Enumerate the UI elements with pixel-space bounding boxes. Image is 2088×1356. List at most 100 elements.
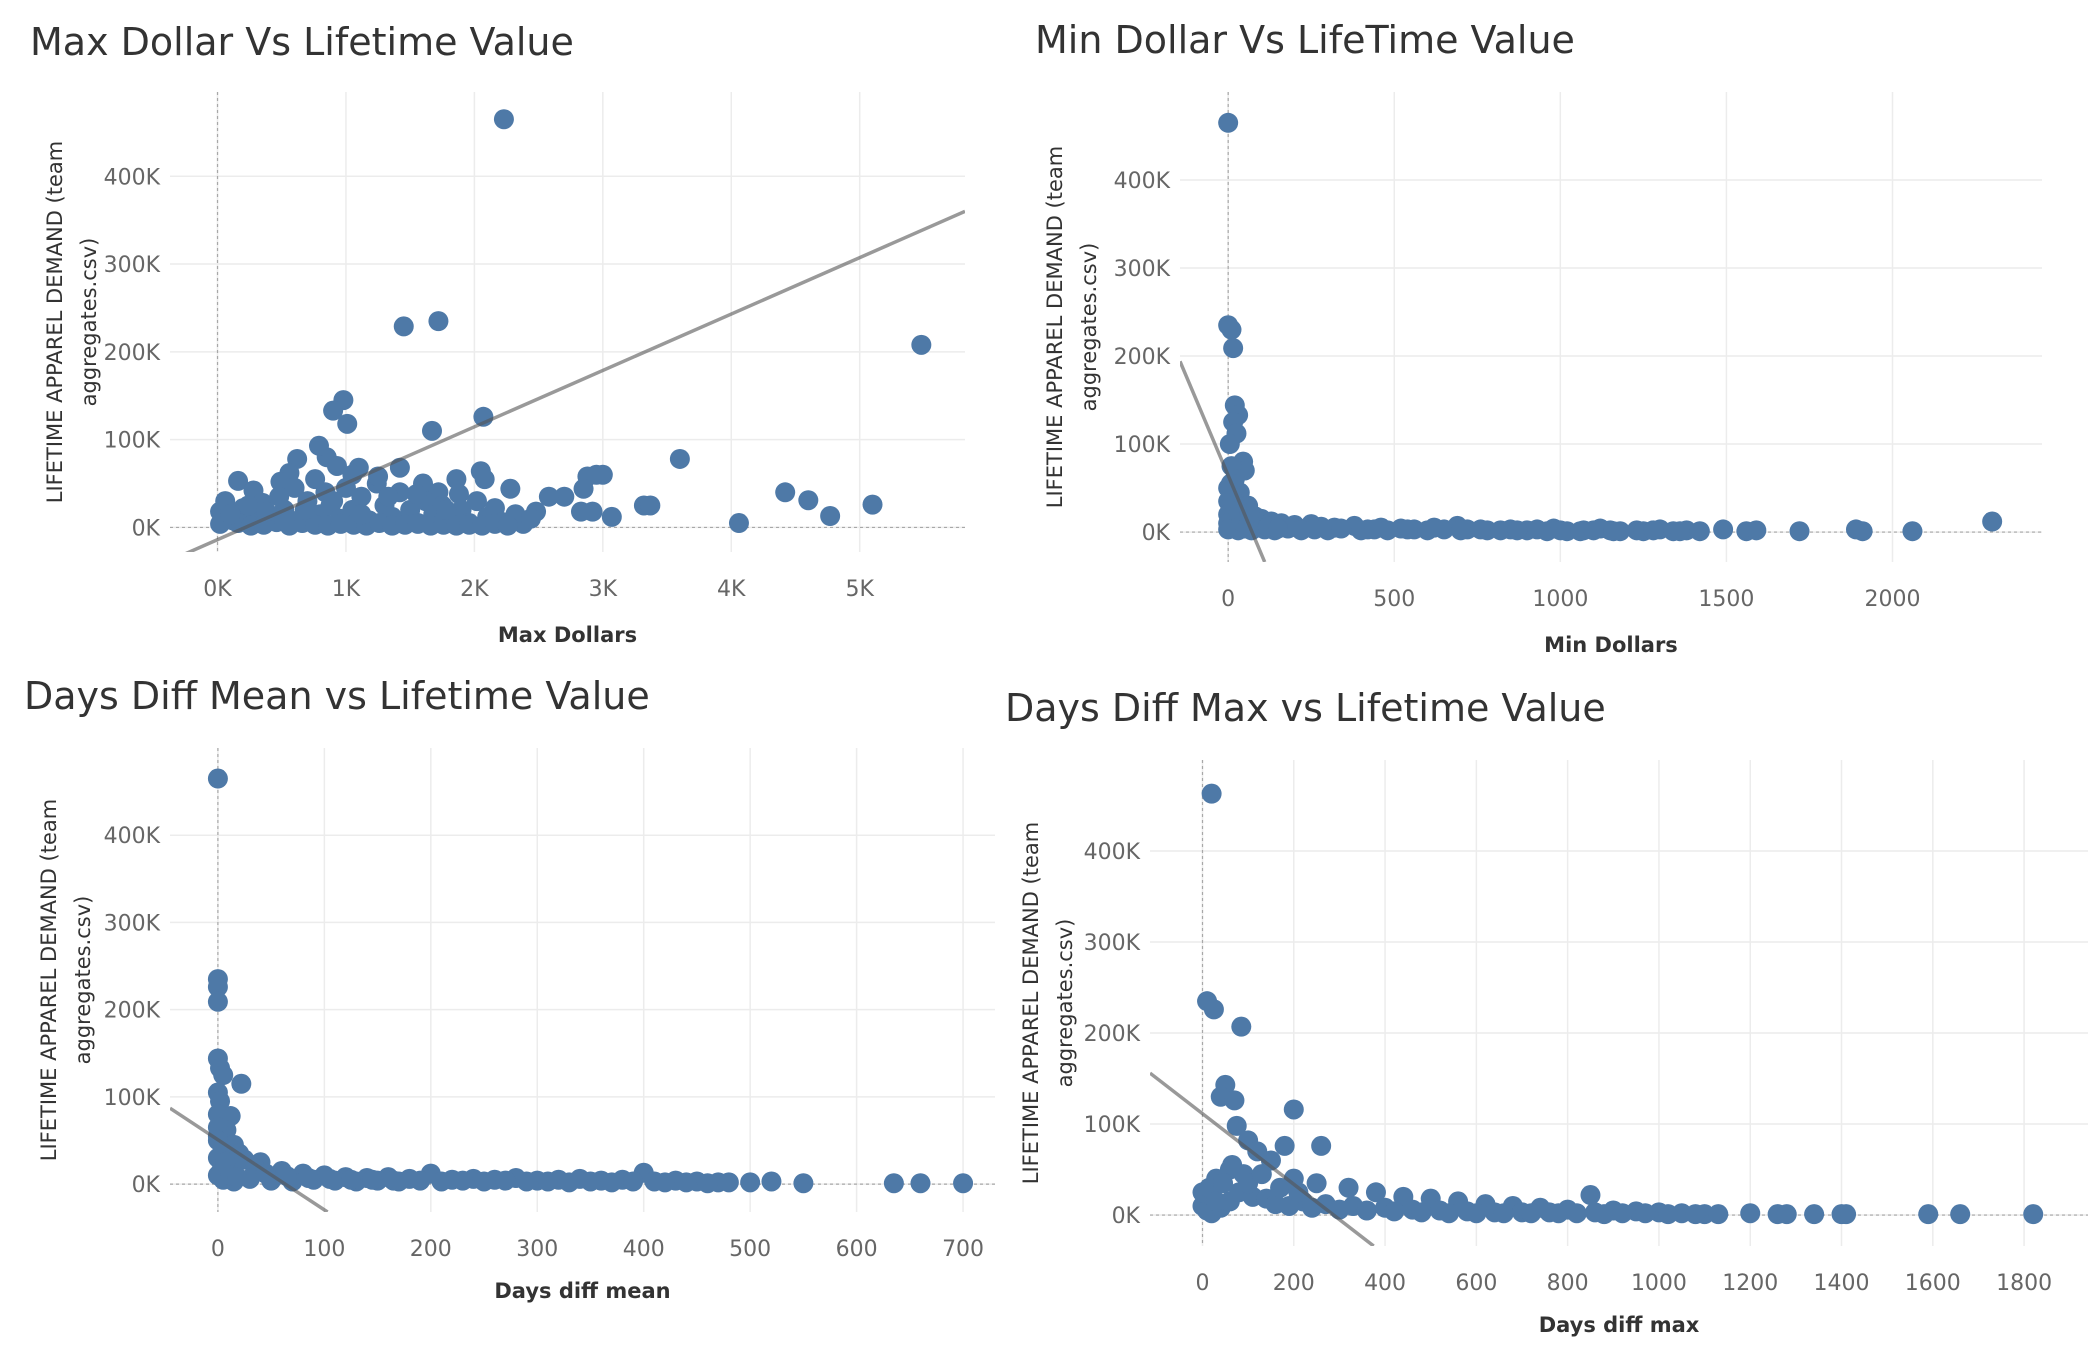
scatter-point	[422, 420, 443, 441]
scatter-point	[1580, 1185, 1601, 1206]
y-tick-label: 200K	[1114, 345, 1171, 370]
x-tick-label: 1000	[1532, 587, 1588, 612]
chart-days-diff-mean: Days Diff Mean vs Lifetime Value 0 100 200…	[0, 660, 1000, 1356]
x-tick-label: 500	[1373, 587, 1415, 612]
x-tick-label: 200	[1273, 1271, 1315, 1296]
scatter-point	[351, 504, 372, 525]
y-tick-label: 0K	[132, 516, 161, 541]
scatter-point	[516, 1171, 537, 1192]
scatter-point	[1411, 1202, 1432, 1223]
trend-line	[1180, 360, 1267, 562]
scatter-point	[410, 1170, 431, 1191]
scatter-point	[1397, 519, 1418, 540]
scatter-point	[718, 1172, 739, 1193]
scatter-point	[1635, 1203, 1656, 1224]
y-tick-label: 200K	[104, 999, 161, 1024]
y-tick-label: 100K	[104, 429, 161, 454]
scatter-point	[428, 311, 449, 332]
scatter-point	[1384, 1201, 1405, 1222]
scatter-point	[676, 1172, 697, 1193]
scatter-point	[793, 1173, 814, 1194]
x-axis-label: Days diff max	[1539, 1313, 1700, 1337]
scatter-point	[1466, 1203, 1487, 1224]
y-tick-label: 200K	[104, 341, 161, 366]
scatter-point	[1789, 521, 1810, 542]
scatter-point	[1331, 518, 1352, 539]
scatter-point	[1594, 1204, 1615, 1225]
scatter-point	[1804, 1204, 1825, 1225]
scatter-point	[238, 495, 259, 516]
y-tick-label: 100K	[1114, 433, 1171, 458]
y-tick-label: 200K	[1084, 1022, 1141, 1047]
y-axis-label: LIFETIME APPAREL DEMAND (team	[1019, 822, 1043, 1184]
scatter-point	[227, 1167, 248, 1188]
scatter-point	[1206, 1191, 1227, 1212]
scatter-point	[1306, 1173, 1327, 1194]
x-tick-label: 5K	[845, 577, 874, 602]
scatter-point	[1550, 520, 1571, 541]
scatter-point	[1203, 999, 1224, 1020]
scatter-point	[640, 495, 661, 516]
scatter-point	[1566, 1203, 1587, 1224]
scatter-point	[1470, 519, 1491, 540]
chart-min-dollar-plot: 0 500 1000 1500 2000 0K 100K 200K 300K 400K Min Do…	[1043, 92, 2042, 657]
scatter-point	[1434, 519, 1455, 540]
scatter-point	[761, 1171, 782, 1192]
x-tick-label: 3K	[589, 577, 618, 602]
scatter-point	[466, 491, 487, 512]
x-tick-label: 300	[516, 1237, 558, 1262]
scatter-point	[284, 477, 305, 498]
scatter-point	[775, 482, 796, 503]
chart-title: Max Dollar Vs Lifetime Value	[30, 20, 574, 64]
scatter-point	[728, 513, 749, 534]
scatter-point	[436, 499, 457, 520]
scatter-point	[655, 1172, 675, 1193]
scatter-point	[308, 435, 329, 456]
scatter-point	[393, 316, 414, 337]
x-tick-label: 700	[942, 1237, 984, 1262]
scatter-point	[1982, 511, 2003, 532]
scatter-point	[497, 515, 518, 536]
x-tick-label: 600	[1455, 1271, 1497, 1296]
scatter-point	[213, 1065, 234, 1086]
scatter-point	[1658, 1204, 1679, 1225]
scatter-point	[1270, 1177, 1291, 1198]
scatter-point	[323, 400, 344, 421]
scatter-point	[277, 1166, 298, 1187]
x-axis-label: Days diff mean	[494, 1279, 670, 1303]
scatter-point	[1224, 1090, 1245, 1111]
x-tick-label: 1200	[1722, 1271, 1778, 1296]
scatter-point	[1708, 1204, 1729, 1225]
scatter-point	[406, 484, 427, 505]
scatter-point	[493, 109, 514, 130]
scatter-point	[1612, 1203, 1633, 1224]
x-tick-label: 2K	[460, 577, 489, 602]
scatter-point	[1507, 520, 1528, 541]
scatter-point	[1689, 521, 1710, 542]
scatter-point	[1365, 1182, 1386, 1203]
scatter-point	[500, 478, 521, 499]
scatter-point	[601, 506, 622, 527]
scatter-point	[1583, 520, 1604, 541]
y-tick-label: 0K	[1142, 521, 1171, 546]
scatter-point	[207, 768, 228, 789]
chart-days-diff-max-plot: 0 200 400 600 800 1000 1200 1400 1600 1800 0K 100K 2…	[1019, 760, 2088, 1337]
x-tick-label: 600	[836, 1237, 878, 1262]
scatter-point	[474, 1171, 495, 1192]
scatter-point	[207, 991, 228, 1012]
x-tick-label: 0	[211, 1237, 225, 1262]
x-tick-label: 1400	[1814, 1271, 1870, 1296]
scatter-point	[340, 1169, 361, 1190]
scatter-point	[1521, 1203, 1542, 1224]
y-tick-label: 300K	[104, 911, 161, 936]
scatter-point	[623, 1171, 644, 1192]
scatter-point	[1213, 1173, 1234, 1194]
scatter-point	[1713, 519, 1734, 540]
x-tick-label: 1800	[1996, 1271, 2052, 1296]
scatter-point	[910, 1173, 931, 1194]
scatter-point	[592, 464, 613, 485]
y-tick-label: 400K	[1114, 169, 1171, 194]
chart-min-dollar: Min Dollar Vs LifeTime Value 0 500 1000 150…	[1000, 0, 2088, 660]
scatter-point	[580, 1171, 601, 1192]
scatter-point	[495, 1170, 516, 1191]
